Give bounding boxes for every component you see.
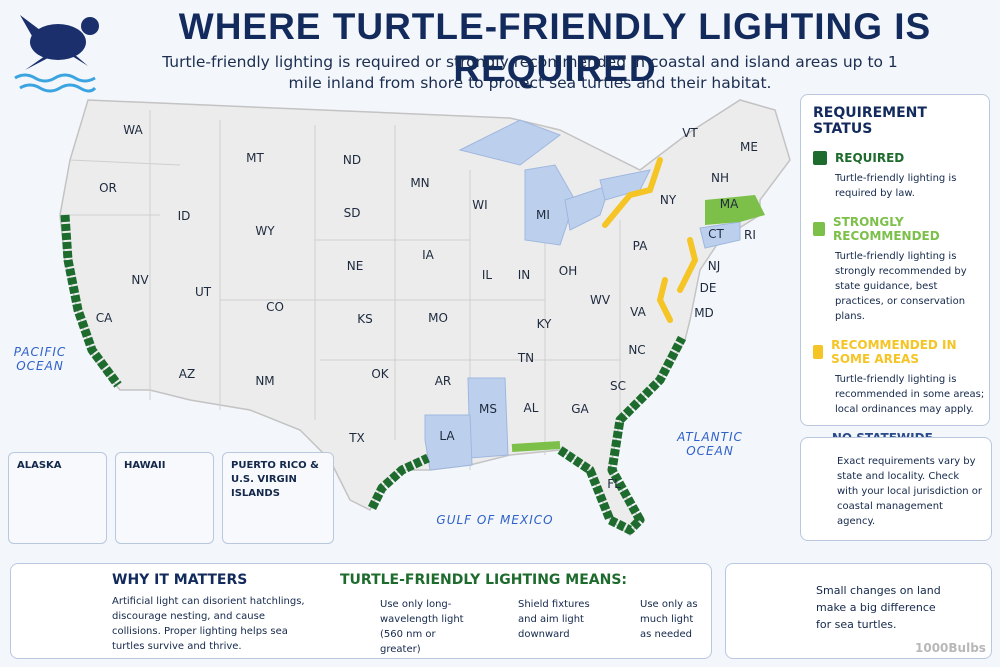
state-label: AL (523, 401, 539, 415)
state-label: CT (708, 227, 724, 241)
state-label: UT (194, 285, 212, 299)
means-item: Use only long-wavelength light (560 nm o… (380, 599, 464, 655)
water-label: GULF OF MEXICO (436, 513, 554, 527)
inset-label: PUERTO RICO & U.S. VIRGIN ISLANDS (231, 460, 319, 499)
legend-description: Turtle-friendly lighting is recommended … (835, 374, 985, 415)
state-label: GA (571, 402, 589, 416)
state-label: WV (589, 293, 611, 307)
legend-label: STRONGLY RECOMMENDED (833, 215, 940, 243)
state-label: NY (659, 193, 677, 207)
legend-label: REQUIRED (835, 151, 905, 165)
inset: PUERTO RICO & U.S. VIRGIN ISLANDS (222, 452, 334, 544)
state-label: TN (517, 351, 535, 365)
why-text: Artificial light can disorient hatchling… (112, 596, 305, 652)
state-label: IN (517, 268, 531, 282)
state-label: LA (439, 429, 455, 443)
note-box: Exact requirements vary by state and loc… (800, 437, 992, 541)
subtitle: Turtle-friendly lighting is required or … (162, 53, 898, 92)
state-label: NE (346, 259, 364, 273)
legend-item: RECOMMENDED IN SOME AREAS Turtle-friendly… (813, 338, 989, 417)
strongly-recommended-areas (511, 441, 561, 452)
state-label: MS (479, 402, 497, 416)
state-label: IL (481, 268, 493, 282)
state-label: WY (255, 224, 275, 238)
state-label: WA (123, 123, 143, 137)
state-label: SD (343, 206, 361, 220)
state-label: OK (371, 367, 389, 381)
bottom-panel (10, 563, 712, 659)
state-label: KY (536, 317, 552, 331)
us-land (59, 99, 791, 537)
state-label: NM (255, 374, 275, 388)
legend-swatch (813, 345, 824, 359)
state-label: TX (349, 431, 365, 445)
legend-label: RECOMMENDED IN SOME AREAS (831, 338, 957, 366)
legend-swatch (813, 151, 827, 165)
inset-label: HAWAII (124, 460, 166, 471)
state-label: PA (632, 239, 648, 253)
legend-label-row: REQUIRED (813, 151, 989, 165)
strongly-recommended-areas (705, 195, 765, 225)
state-label: OH (558, 264, 578, 278)
legend-title: REQUIREMENT STATUS (813, 105, 927, 137)
state-label: MI (536, 208, 550, 222)
state-label: FL (607, 477, 621, 491)
means-item: Shield fixtures and aim light downward (518, 599, 590, 640)
water-label: ATLANTIC OCEAN (677, 430, 743, 458)
legend: REQUIREMENT STATUS REQUIRED Turtle-friend… (800, 94, 990, 493)
brand: 1000Bulbs (915, 641, 986, 655)
recommended-some-areas (602, 157, 699, 323)
state-label: ME (740, 140, 758, 154)
state-label: MD (694, 306, 714, 320)
state-label: VT (682, 126, 698, 140)
means-item: Use only as much light as needed (640, 599, 698, 640)
state-label: MO (428, 311, 448, 325)
state-label: MT (246, 151, 264, 165)
water-label: PACIFIC OCEAN (13, 345, 67, 373)
required-coasts (60, 214, 686, 535)
state-label: CA (95, 311, 113, 325)
state-label: MA (719, 197, 739, 211)
why-title: WHY IT MATTERS (112, 572, 248, 588)
note: Exact requirements vary by state and loc… (837, 456, 982, 527)
state-label: SC (610, 379, 626, 393)
state-label: WI (472, 198, 488, 212)
logo (20, 15, 99, 70)
legend-item: STRONGLY RECOMMENDED Turtle-friendly ligh… (813, 215, 989, 324)
logo-waves (14, 73, 97, 93)
legend-swatch (813, 222, 826, 236)
closing-text: Small changes on land make a big differe… (816, 584, 941, 631)
closing-panel (725, 563, 992, 659)
state-label: ID (177, 209, 191, 223)
legend-description: Turtle-friendly lighting is required by … (835, 173, 957, 199)
state-label: OR (99, 181, 117, 195)
state-label: NV (131, 273, 149, 287)
state-label: MN (410, 176, 430, 190)
state-label: NC (628, 343, 646, 357)
inset: ALASKA (8, 452, 107, 544)
means-title: TURTLE-FRIENDLY LIGHTING MEANS: (340, 572, 628, 588)
legend-description: Turtle-friendly lighting is strongly rec… (835, 251, 967, 322)
inset-label: ALASKA (17, 460, 62, 471)
state-label: CO (266, 300, 284, 314)
state-label: RI (744, 228, 756, 242)
inset: HAWAII (115, 452, 214, 544)
legend-item: REQUIRED Turtle-friendly lighting is requ… (813, 151, 989, 201)
state-label: NH (711, 171, 729, 185)
state-borders (60, 110, 621, 470)
legend-label-row: RECOMMENDED IN SOME AREAS (813, 338, 989, 366)
state-label: AR (434, 374, 452, 388)
state-label: NJ (707, 259, 721, 273)
no-requirement-areas (424, 119, 741, 471)
state-label: ND (342, 153, 362, 167)
state-label: IA (422, 248, 434, 262)
state-label: VA (630, 305, 646, 319)
title: WHERE TURTLE-FRIENDLY LIGHTING IS REQUIR… (178, 6, 932, 89)
legend-label-row: STRONGLY RECOMMENDED (813, 215, 989, 243)
state-label: DE (699, 281, 717, 295)
state-label: KS (357, 312, 373, 326)
state-label: AZ (178, 367, 196, 381)
